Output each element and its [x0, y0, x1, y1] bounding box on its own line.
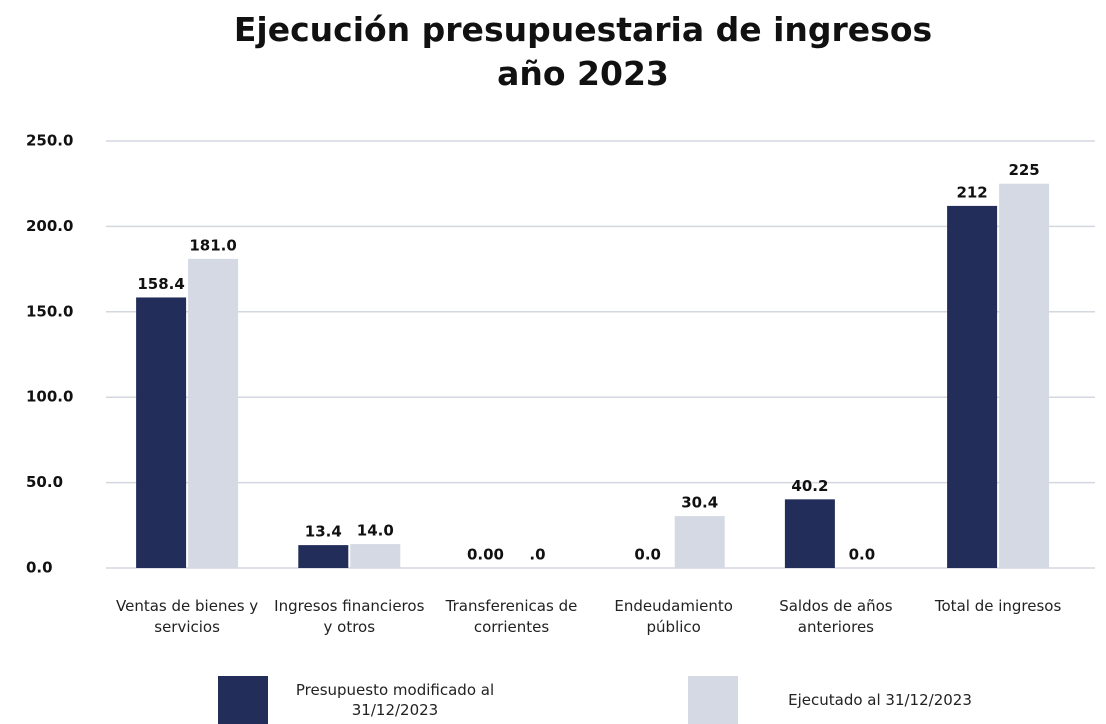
data-label: 0.00: [467, 546, 504, 564]
legend-swatch: [218, 676, 268, 724]
data-label: 212: [956, 183, 987, 201]
bar: [298, 545, 349, 568]
data-label: 225: [1008, 161, 1039, 179]
data-label: 0.0: [634, 546, 661, 564]
x-tick-label: Saldos de años anteriores: [779, 597, 893, 636]
bar: [136, 297, 187, 568]
chart-title: Ejecución presupuestaria de ingresos año…: [233, 10, 933, 93]
y-tick-label: 0.0: [26, 559, 53, 577]
x-tick-label: Ventas de bienes y servicios: [116, 597, 259, 636]
bar: [350, 544, 401, 568]
y-tick-label: 200.0: [26, 217, 73, 235]
data-label: 13.4: [305, 523, 342, 541]
bar: [188, 258, 239, 568]
data-label: 181.0: [189, 236, 236, 254]
y-tick-label: 150.0: [26, 302, 73, 320]
x-tick-label: Ingresos financieros y otros: [274, 597, 425, 636]
y-tick-label: 100.0: [26, 388, 73, 406]
x-tick-label: Endeudamiento público: [614, 597, 733, 636]
data-label: 40.2: [791, 477, 828, 495]
x-tick-label: Total de ingresos: [934, 597, 1062, 615]
bar: [999, 183, 1050, 568]
legend-swatch: [688, 676, 738, 724]
x-tick-label: Transferenicas de corrientes: [445, 597, 578, 636]
data-label: 0.0: [849, 546, 876, 564]
y-tick-label: 50.0: [26, 473, 63, 491]
data-label: .0: [529, 546, 545, 564]
data-label: 14.0: [357, 522, 394, 540]
y-tick-label: 250.0: [26, 132, 73, 150]
data-label: 158.4: [137, 275, 184, 293]
legend-label: Presupuesto modificado al 31/12/2023: [295, 681, 495, 719]
bar: [674, 516, 725, 568]
data-label: 30.4: [681, 494, 718, 512]
legend-label: Ejecutado al 31/12/2023: [788, 691, 972, 709]
bar: [784, 499, 835, 568]
bar: [947, 205, 998, 569]
